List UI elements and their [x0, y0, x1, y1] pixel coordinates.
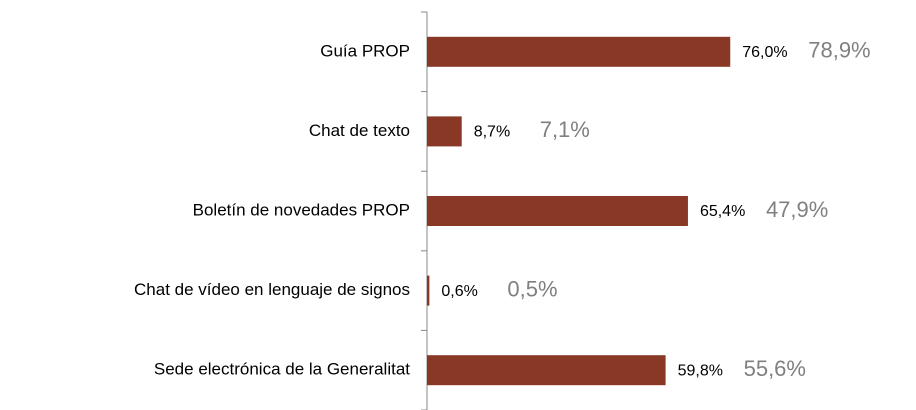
data-label: 76,0% — [742, 44, 787, 61]
comparison-label: 47,9% — [766, 197, 828, 222]
bar — [427, 196, 688, 226]
category-label: Guía PROP — [320, 41, 410, 60]
category-label: Chat de texto — [309, 121, 410, 140]
bar — [427, 36, 731, 67]
comparison-label: 0,5% — [507, 276, 557, 301]
category-label: Chat de vídeo en lenguaje de signos — [134, 280, 410, 299]
category-label: Sede electrónica de la Generalitat — [154, 360, 410, 379]
bar — [427, 355, 666, 386]
data-label: 0,6% — [441, 283, 477, 300]
data-label: 65,4% — [700, 203, 745, 220]
comparison-label: 7,1% — [540, 117, 590, 142]
bar — [427, 116, 462, 147]
comparison-label: 78,9% — [808, 38, 870, 63]
bar — [427, 275, 430, 306]
data-label: 8,7% — [474, 124, 510, 141]
comparison-label: 55,6% — [744, 356, 806, 381]
data-label: 59,8% — [678, 362, 723, 379]
category-label: Boletín de novedades PROP — [193, 200, 410, 219]
